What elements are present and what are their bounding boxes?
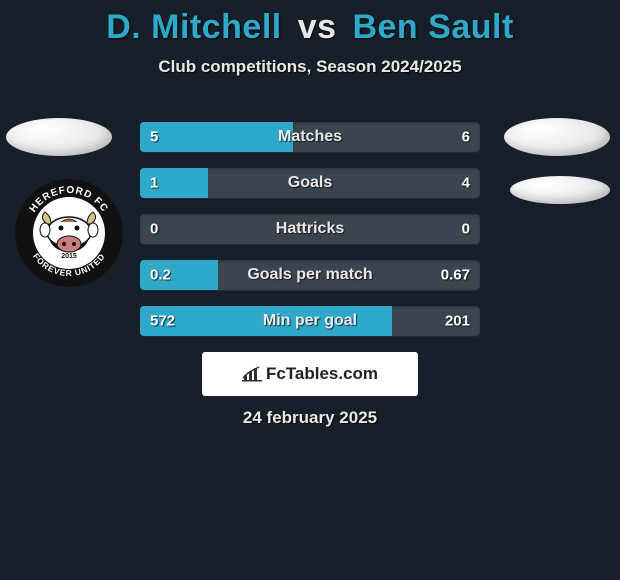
stat-row-matches: 5 Matches 6 [140,122,480,152]
player2-avatar-placeholder [504,118,610,156]
stat-bars: 5 Matches 6 1 Goals 4 0 Hattricks 0 0.2 … [140,122,480,352]
stat-right-value: 201 [445,313,470,330]
player1-avatar-placeholder [6,118,112,156]
stat-row-mpg: 572 Min per goal 201 [140,306,480,336]
stat-label: Matches [278,128,342,146]
stat-left-value: 5 [150,129,158,146]
subtitle: Club competitions, Season 2024/2025 [0,57,620,77]
stat-label: Goals per match [247,266,372,284]
stat-left-value: 572 [150,313,175,330]
stat-right-value: 4 [462,175,470,192]
stat-left-value: 1 [150,175,158,192]
stat-right-value: 0.67 [441,267,470,284]
badge-year: 2015 [61,253,77,260]
player2-club-placeholder [510,176,610,204]
player2-name: Ben Sault [352,8,513,46]
vs-text: vs [298,8,337,46]
stat-right-value: 6 [462,129,470,146]
stat-fill [140,122,293,152]
attribution-badge: FcTables.com [202,352,418,396]
stat-label: Hattricks [276,220,344,238]
date-text: 24 february 2025 [243,408,377,428]
stat-left-value: 0.2 [150,267,171,284]
stat-row-gpm: 0.2 Goals per match 0.67 [140,260,480,290]
player1-club-badge: HEREFORD FC FOREVER UNITED 2015 [14,178,124,288]
stat-left-value: 0 [150,221,158,238]
stat-label: Min per goal [263,312,357,330]
barchart-icon [242,366,262,382]
stat-row-goals: 1 Goals 4 [140,168,480,198]
comparison-title: D. Mitchell vs Ben Sault [0,0,620,47]
stat-row-hattricks: 0 Hattricks 0 [140,214,480,244]
player1-name: D. Mitchell [106,8,282,46]
stat-right-value: 0 [462,221,470,238]
attribution-text: FcTables.com [266,364,378,384]
stat-label: Goals [288,174,332,192]
